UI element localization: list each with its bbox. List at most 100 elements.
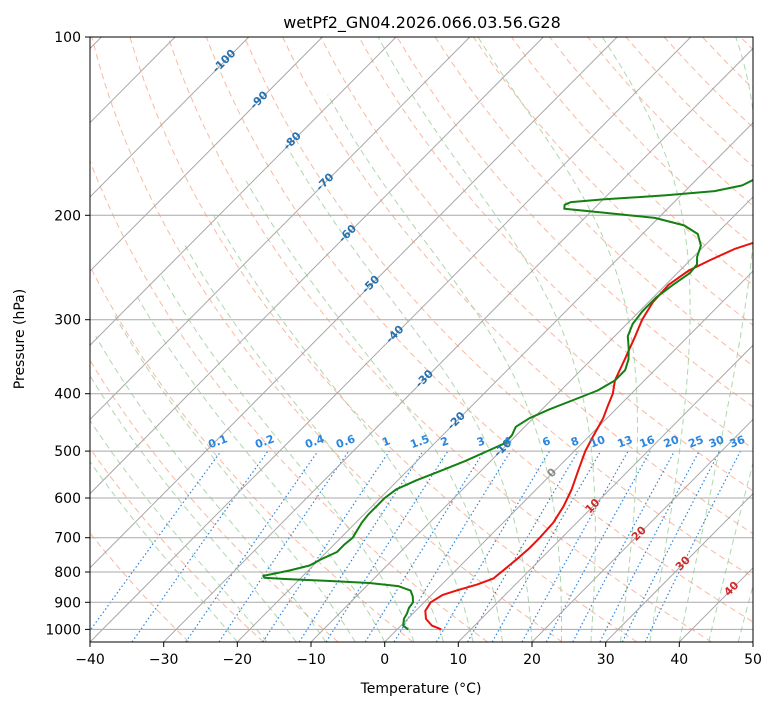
y-tick-label: 100 bbox=[54, 30, 81, 46]
moist-adiabat bbox=[213, 215, 474, 642]
chart-title: wetPf2_GN04.2026.066.03.56.G28 bbox=[283, 13, 561, 33]
mixing-ratio-label: 36 bbox=[728, 433, 747, 451]
dry-adiabat bbox=[320, 37, 753, 492]
y-tick-label: 500 bbox=[54, 444, 81, 460]
mixing-ratio-line bbox=[644, 450, 742, 642]
mixing-ratio-line bbox=[572, 450, 676, 642]
mixing-ratio-line bbox=[545, 450, 651, 642]
x-axis-label: Temperature (°C) bbox=[360, 681, 482, 697]
mixing-ratio-line bbox=[621, 450, 721, 642]
dry-adiabat bbox=[396, 37, 753, 408]
mixing-ratio-label: 16 bbox=[638, 433, 657, 451]
isotherm-line bbox=[90, 37, 618, 569]
isotherm-line bbox=[384, 270, 753, 642]
moist-adiabat bbox=[601, 37, 691, 642]
mixing-ratio-line bbox=[521, 450, 629, 642]
mixing-ratio-label: 25 bbox=[687, 433, 706, 450]
dry-adiabat bbox=[434, 37, 753, 367]
dry-adiabat bbox=[90, 359, 339, 642]
moist-adiabat bbox=[678, 37, 753, 642]
dry-adiabat bbox=[167, 37, 712, 642]
y-tick-label: 400 bbox=[54, 387, 81, 403]
dry-adiabat bbox=[205, 37, 753, 623]
background-lines bbox=[90, 37, 753, 642]
dry-adiabat bbox=[282, 37, 753, 535]
x-tick-label: 50 bbox=[744, 652, 762, 668]
mixing-ratio-line bbox=[185, 450, 319, 642]
moist-adiabat bbox=[245, 180, 503, 642]
wetbulb-label: 10 bbox=[583, 496, 603, 516]
mixing-ratio-label: 0.6 bbox=[334, 432, 357, 451]
y-tick-label: 800 bbox=[54, 565, 81, 581]
x-tick-label: 0 bbox=[380, 652, 389, 668]
mixing-ratio-label: 20 bbox=[662, 433, 681, 451]
moist-adiabat bbox=[90, 374, 297, 642]
moist-adiabat bbox=[159, 272, 415, 642]
mixing-ratio-label: 13 bbox=[616, 433, 635, 450]
isotherm-line bbox=[90, 37, 692, 642]
mixing-ratio-line bbox=[435, 450, 551, 642]
dry-adiabat bbox=[511, 37, 753, 286]
mixing-ratio-label: 0.4 bbox=[303, 432, 326, 451]
mixing-ratio-label: 30 bbox=[707, 433, 726, 451]
mixing-ratio-line bbox=[298, 450, 424, 642]
isotherm-line bbox=[678, 567, 753, 642]
isotherm-line bbox=[90, 37, 397, 346]
x-tick-label: −30 bbox=[149, 652, 179, 668]
moist-adiabat bbox=[95, 336, 327, 642]
dry-adiabat bbox=[549, 37, 753, 246]
mixing-ratio-line bbox=[393, 450, 512, 642]
isotherm-line bbox=[163, 47, 753, 642]
y-axis-label: Pressure (hPa) bbox=[12, 289, 28, 389]
isotherm-line bbox=[457, 344, 753, 642]
dry-adiabat bbox=[740, 37, 753, 51]
mixing-ratio-label: 8 bbox=[569, 434, 581, 449]
isotherm-line bbox=[90, 37, 544, 495]
moist-adiabat bbox=[377, 37, 596, 642]
isotherm-line bbox=[90, 37, 323, 272]
isotherm-line bbox=[90, 37, 471, 421]
y-tick-label: 900 bbox=[54, 595, 81, 611]
mixing-ratio-label: 1 bbox=[380, 434, 392, 449]
mixing-ratio-line bbox=[491, 450, 602, 642]
isotherm-line bbox=[236, 121, 753, 642]
x-tick-label: 10 bbox=[449, 652, 467, 668]
moist-adiabat bbox=[477, 37, 638, 642]
y-tick-label: 200 bbox=[54, 208, 81, 224]
moist-adiabat bbox=[90, 419, 268, 642]
mixing-ratio-label: 2 bbox=[439, 434, 451, 449]
data-series bbox=[262, 178, 753, 631]
moist-adiabat bbox=[114, 315, 356, 642]
x-tick-label: −20 bbox=[223, 652, 253, 668]
mixing-ratio-label: 4 bbox=[502, 434, 514, 449]
dry-adiabat bbox=[663, 37, 753, 129]
y-tick-label: 600 bbox=[54, 491, 81, 507]
mixing-ratio-line bbox=[218, 450, 350, 642]
moist-adiabat bbox=[327, 94, 562, 642]
dry-adiabat bbox=[243, 37, 753, 578]
line-labels: -100-90-80-70-60-50-40-30-20-100.1 0.2 0.4… bbox=[207, 47, 748, 599]
x-tick-label: −40 bbox=[75, 652, 105, 668]
axes: −40 −30 −20 −10 0 10 20 30 40 5010020030040050060… bbox=[45, 30, 762, 668]
isotherm-line bbox=[605, 492, 753, 642]
y-tick-label: 1000 bbox=[45, 622, 81, 638]
dry-adiabat bbox=[90, 265, 414, 642]
isotherm-line bbox=[531, 418, 753, 642]
mixing-ratio-label: 10 bbox=[588, 433, 607, 451]
mixing-ratio-label: 6 bbox=[541, 434, 553, 449]
mixing-ratio-label: 0.2 bbox=[253, 432, 276, 451]
grid-lines bbox=[90, 37, 753, 642]
x-tick-label: 40 bbox=[670, 652, 688, 668]
dry-adiabat bbox=[90, 532, 190, 642]
moist-adiabat bbox=[708, 461, 753, 642]
y-tick-label: 300 bbox=[54, 313, 81, 329]
dry-adiabat bbox=[129, 37, 638, 642]
dry-adiabat bbox=[90, 159, 488, 642]
x-tick-label: 20 bbox=[523, 652, 541, 668]
isotherm-line bbox=[310, 196, 753, 642]
moist-adiabat bbox=[737, 584, 753, 642]
mixing-ratio-line bbox=[599, 450, 700, 642]
mixing-ratio-label: 0.1 bbox=[207, 432, 230, 451]
